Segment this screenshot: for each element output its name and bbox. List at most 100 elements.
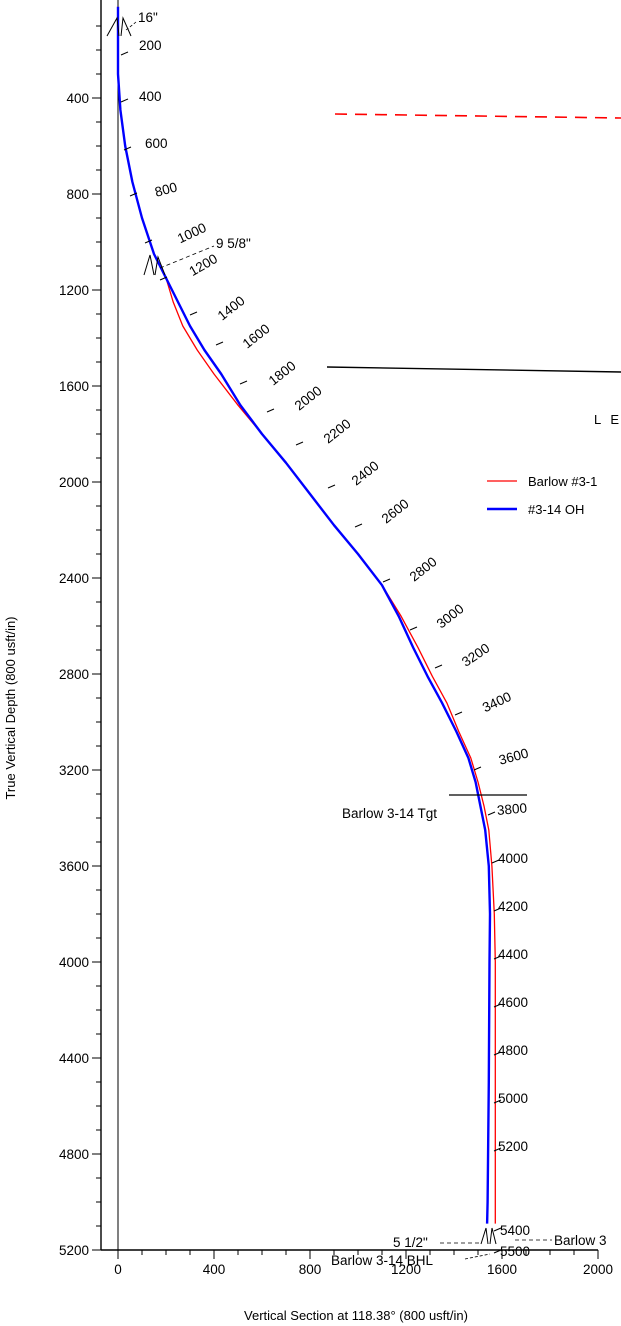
y-axis-title: True Vertical Depth (800 usft/in) [3,616,18,799]
md-tick [354,523,363,528]
y-tick-label: 2800 [59,667,89,682]
x-tick-label: 1200 [391,1262,421,1277]
md-tick [487,811,496,816]
md-label: 3400 [480,689,514,715]
y-tick-label: 4000 [59,955,89,970]
y-tick-label: 2400 [59,571,89,586]
md-tick [123,146,132,151]
md-tick [129,192,138,197]
md-label: 3000 [434,601,467,631]
md-label: 3800 [496,800,527,818]
md-label: 800 [153,179,179,199]
md-label: 4000 [498,851,528,866]
md-tick [295,441,304,446]
x-tick-label: 1600 [487,1262,517,1277]
md-label: 2800 [407,554,440,584]
casing-958-marker [143,254,166,276]
bhl-leader [464,1253,491,1260]
md-tick [120,98,129,103]
md-label: 1200 [187,251,221,279]
md-tick [493,1227,502,1232]
md-tick [144,239,153,244]
bhl-label: Barlow 3-14 BHL [331,1253,434,1268]
md-label: 5200 [498,1139,528,1154]
series-oh-line [116,6,492,1224]
md-label: 1000 [175,220,209,246]
md-tick [454,711,463,716]
casing-16-marker [106,16,132,37]
md-tick [189,311,198,316]
legend-label: Barlow #3-1 [528,474,597,489]
md-tick [493,1099,502,1104]
casing-512-label: 5 1/2" [393,1235,428,1250]
md-label: 1400 [215,293,248,323]
md-tick [266,408,275,413]
y-tick-label: 4800 [59,1147,89,1162]
md-tick [493,907,502,912]
casing-958-label: 9 5/8" [216,236,251,251]
x-tick-label: 400 [203,1262,226,1277]
md-tick [382,578,391,583]
axes: 4008001200160020002400280032003600400044… [59,0,613,1277]
x-tick-label: 800 [299,1262,322,1277]
md-label: 5500 [500,1244,530,1259]
md-tick [491,859,500,864]
series-layer [116,6,496,1224]
md-label: 2200 [321,416,354,446]
y-tick-label: 3200 [59,763,89,778]
md-tick [493,955,502,960]
md-tick [120,51,129,56]
dashed-red-line [334,113,621,119]
md-label: 4400 [498,947,528,962]
md-tick [159,276,168,281]
y-tick-label: 2000 [59,475,89,490]
casing-958-leader [159,245,215,269]
md-tick [409,626,418,631]
md-label: 2400 [349,458,382,488]
black-plane-line [326,366,621,373]
y-tick-label: 5200 [59,1243,89,1258]
x-tick-label: 0 [114,1262,122,1277]
md-label: 3200 [459,640,492,669]
md-tick [473,766,482,771]
md-label: 2000 [292,383,325,413]
casing-16-label: 16" [138,10,158,25]
md-tick [493,1003,502,1008]
md-tick [493,1249,502,1254]
md-label: 5000 [498,1091,528,1106]
md-label: 3600 [497,745,530,767]
md-label: 4600 [498,995,528,1010]
x-tick-label: 2000 [583,1262,613,1277]
y-tick-label: 3600 [59,859,89,874]
y-tick-label: 1600 [59,379,89,394]
legend-label: #3-14 OH [528,502,584,517]
y-tick-label: 4400 [59,1051,89,1066]
section-plane-lines [326,113,621,373]
md-tick [493,1147,502,1152]
md-label: 5400 [500,1223,530,1238]
md-label: 1600 [240,321,273,351]
md-tick [215,341,224,346]
md-tick [327,484,336,489]
md-tick [434,664,443,669]
casing-16-leader [125,21,137,31]
md-tick [493,1051,502,1056]
legend-title: L E [594,412,621,427]
y-tick-label: 800 [66,187,89,202]
md-label: 600 [145,136,168,151]
bhl-right-label: Barlow 3 [554,1233,607,1248]
md-label: 1800 [266,358,299,388]
y-tick-label: 1200 [59,283,89,298]
md-label: 200 [139,38,162,53]
annotations: 16" 9 5/8" Barlow 3-14 Tgt 5 1/2" Barlow 3-1… [106,10,607,1268]
y-tick-label: 400 [66,91,89,106]
md-label: 4200 [498,899,528,914]
legend: L E Barlow #3-1 #3-14 OH [487,412,621,517]
md-label: 4800 [498,1043,528,1058]
target-label: Barlow 3-14 Tgt [342,806,437,821]
md-label: 2600 [379,496,412,526]
casing-512-marker [480,1227,497,1245]
md-label: 400 [139,89,162,104]
